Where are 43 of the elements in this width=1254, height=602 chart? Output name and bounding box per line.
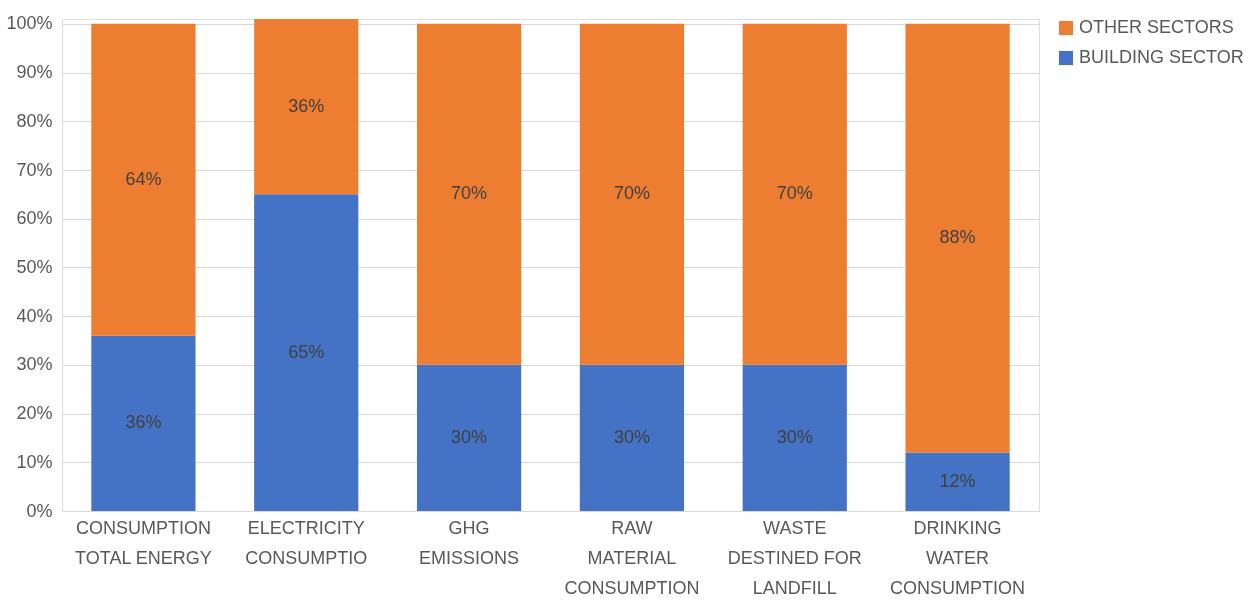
y-tick-label: 20%: [16, 403, 53, 424]
y-tick-label: 70%: [16, 159, 53, 180]
bar: [416, 364, 522, 511]
y-tick-label: 10%: [16, 451, 53, 472]
bar: [91, 23, 196, 336]
y-tick-label: 0%: [26, 500, 53, 521]
bar: [254, 194, 359, 511]
x-tick-label: DRINKING WATER CONSUMPTION: [890, 517, 1026, 598]
bar: [254, 19, 359, 195]
y-tick-label: 60%: [16, 208, 53, 229]
data-label: 12%: [939, 470, 976, 491]
data-label: 65%: [288, 341, 325, 362]
data-label: 36%: [288, 95, 325, 116]
bar: [905, 23, 1010, 453]
x-tick-label: RAW MATERIAL CONSUMPTION: [564, 517, 700, 598]
y-tick-label: 50%: [16, 256, 53, 277]
data-label: 70%: [613, 183, 650, 204]
bar: [742, 23, 847, 365]
bar: [905, 452, 1010, 511]
data-label: 70%: [451, 183, 488, 204]
bar: [579, 364, 685, 511]
legend-label: OTHER SECTORS: [1079, 17, 1234, 37]
y-tick-label: 80%: [16, 110, 53, 131]
y-tick-label: 30%: [16, 354, 53, 375]
data-label: 30%: [776, 426, 813, 447]
y-tick-label: 100%: [6, 13, 53, 34]
data-label: 88%: [939, 227, 976, 248]
data-label: 70%: [776, 183, 813, 204]
x-tick-label: GHG EMISSIONS: [419, 517, 520, 568]
bar: [416, 23, 522, 365]
bar: [579, 23, 685, 365]
y-tick-label: 90%: [16, 62, 53, 83]
bar: [742, 364, 847, 511]
x-tick-label: ELECTRICITY CONSUMPTIO: [245, 517, 368, 568]
x-tick-label: WASTE DESTINED FOR LANDFILL: [727, 517, 862, 598]
x-tick-label: CONSUMPTION TOTAL ENERGY: [75, 517, 212, 568]
y-tick-label: 40%: [16, 305, 53, 326]
legend-label: BUILDING SECTOR: [1079, 47, 1244, 67]
data-label: 30%: [613, 426, 650, 447]
data-label: 64%: [125, 168, 162, 189]
data-label: 36%: [125, 412, 162, 433]
bar: [91, 335, 196, 511]
data-label: 30%: [451, 426, 488, 447]
